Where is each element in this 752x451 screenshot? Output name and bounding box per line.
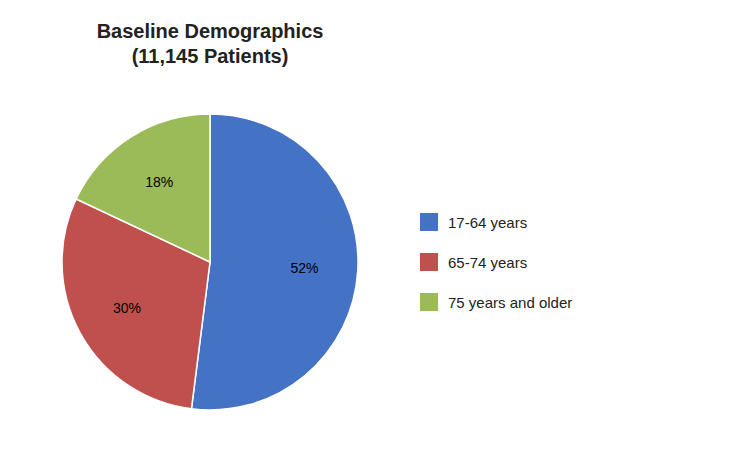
legend-label: 17-64 years (448, 214, 527, 231)
title: Baseline Demographics (11,145 Patients) (97, 20, 324, 67)
legend-swatch (420, 253, 438, 271)
chart-svg: Baseline Demographics (11,145 Patients) 52… (0, 0, 752, 451)
data-label: 30% (113, 300, 141, 316)
legend-label: 65-74 years (448, 254, 527, 271)
data-labels: 52% 30% 18% (113, 174, 319, 316)
title-line: (11,145 Patients) (132, 45, 289, 67)
pie-slice (76, 114, 210, 262)
legend: 17-64 years 65-74 years 75 years and older (420, 213, 572, 311)
title-line: Baseline Demographics (97, 20, 324, 42)
chart-container: Baseline Demographics (11,145 Patients) 52… (0, 0, 752, 451)
data-label: 18% (145, 174, 173, 190)
legend-label: 75 years and older (448, 294, 572, 311)
legend-swatch (420, 293, 438, 311)
data-label: 52% (291, 260, 319, 276)
background (0, 0, 752, 451)
slices (62, 114, 358, 410)
pie-slice (191, 114, 358, 410)
legend-swatch (420, 213, 438, 231)
